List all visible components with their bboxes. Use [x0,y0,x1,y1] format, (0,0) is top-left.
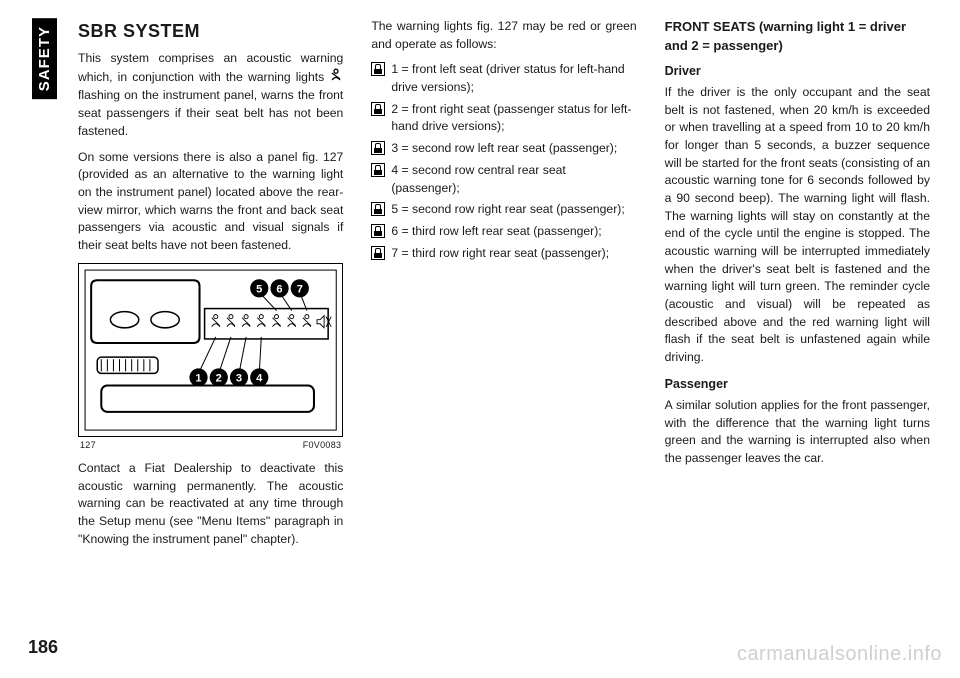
list-item: 2 = front right seat (passenger status f… [371,101,636,136]
callout-4: 4 [256,372,263,384]
figure-127: 1 2 3 4 5 6 7 [78,263,343,437]
watermark: carmanualsonline.info [737,643,942,666]
column-3: FRONT SEATS (warning light 1 = driver an… [665,18,930,623]
list-text: 2 = front right seat (passenger status f… [391,101,636,136]
sbr-deactivate-paragraph: Contact a Fiat Dealership to deactivate … [78,460,343,548]
callout-3: 3 [236,372,242,384]
list-item: 6 = third row left rear seat (passenger)… [371,223,636,241]
callout-7: 7 [297,283,303,295]
column-1: SBR SYSTEM This system comprises an acou… [78,18,343,623]
seat-icon [371,163,385,177]
callout-5: 5 [256,283,262,295]
figure-number: 127 [80,439,96,452]
seat-icon [371,141,385,155]
seat-icon [371,62,385,76]
sbr-intro-a: This system comprises an acoustic warnin… [78,51,343,84]
seat-icon [371,246,385,260]
list-text: 4 = second row central rear seat (passen… [391,162,636,197]
lights-intro: The warning lights fig. 127 may be red o… [371,18,636,53]
section-tab: SAFETY [32,18,57,99]
seat-icon [371,224,385,238]
seat-icon [371,202,385,216]
content-columns: SBR SYSTEM This system comprises an acou… [78,18,930,623]
front-seats-heading: FRONT SEATS (warning light 1 = driver an… [665,18,930,56]
list-text: 3 = second row left rear seat (passenger… [391,140,617,158]
page-number: 186 [28,637,58,658]
sbr-intro-paragraph: This system comprises an acoustic warnin… [78,50,343,140]
list-text: 6 = third row left rear seat (passenger)… [391,223,601,241]
seatbelt-warning-icon [329,68,343,88]
passenger-subheading: Passenger [665,375,930,393]
list-item: 5 = second row right rear seat (passenge… [371,201,636,219]
list-item: 7 = third row right rear seat (passenger… [371,245,636,263]
driver-paragraph: If the driver is the only occupant and t… [665,84,930,367]
seat-icon [371,102,385,116]
list-item: 1 = front left seat (driver status for l… [371,61,636,96]
sbr-intro-b: flashing on the instrument panel, warns … [78,88,343,137]
list-text: 5 = second row right rear seat (passenge… [391,201,624,219]
list-item: 4 = second row central rear seat (passen… [371,162,636,197]
driver-subheading: Driver [665,62,930,80]
callout-6: 6 [276,283,282,295]
list-text: 7 = third row right rear seat (passenger… [391,245,609,263]
passenger-paragraph: A similar solution applies for the front… [665,397,930,468]
figure-caption: 127 F0V0083 [78,439,343,452]
column-2: The warning lights fig. 127 may be red o… [371,18,636,623]
sbr-title: SBR SYSTEM [78,18,343,44]
callout-2: 2 [216,372,222,384]
list-item: 3 = second row left rear seat (passenger… [371,140,636,158]
figure-127-svg: 1 2 3 4 5 6 7 [79,264,342,436]
list-text: 1 = front left seat (driver status for l… [391,61,636,96]
manual-page: SAFETY SBR SYSTEM This system comprises … [0,0,960,678]
figure-code: F0V0083 [303,439,342,452]
sbr-panel-paragraph: On some versions there is also a panel f… [78,149,343,255]
callout-1: 1 [195,372,201,384]
